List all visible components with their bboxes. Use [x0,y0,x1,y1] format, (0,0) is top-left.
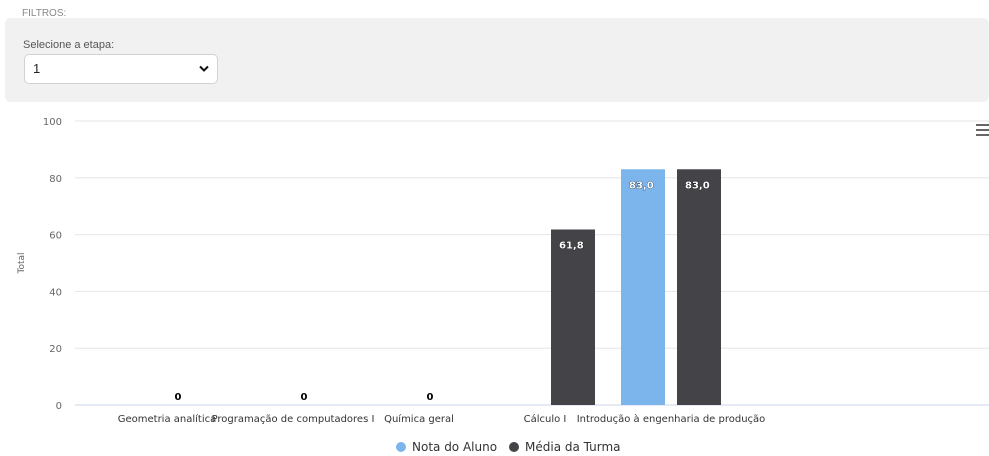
legend-marker [509,442,519,452]
bar-chart: 0 20 40 60 80 100 Total Geometria analíticaProg… [17,117,989,425]
x-tick-label: Introdução à engenharia de produção [577,413,766,425]
data-label: 83,0 [685,180,710,191]
bar-class-3 [551,229,595,405]
x-tick-label: Química geral [384,413,454,425]
y-tick-label: 80 [49,174,62,185]
legend-label: Nota do Aluno [412,440,498,454]
y-tick-label: 100 [43,117,62,128]
chart-legend: Nota do Aluno Média da Turma [0,440,989,456]
y-tick-label: 0 [56,401,62,412]
legend-marker [396,442,406,452]
y-tick-label: 40 [49,287,62,298]
stage-select-value: 1 [33,61,41,76]
y-axis-title: Total [17,252,27,274]
data-label: 83,0 [629,180,654,191]
legend-label: Média da Turma [525,440,621,454]
chevron-down-icon [199,65,209,72]
x-tick-label: Geometria analítica [118,413,217,425]
filter-panel: Selecione a etapa: 1 [5,18,989,102]
bar-student-4 [621,169,665,405]
filters-title: FILTROS: [22,8,67,19]
data-label: 61,8 [559,240,584,251]
x-tick-label: Cálculo I [524,413,567,425]
data-label: 0 [175,392,182,403]
hamburger-menu-icon[interactable] [976,124,989,138]
bar-class-4 [677,169,721,405]
legend-item-series-0[interactable]: Nota do Aluno [396,440,497,454]
y-tick-label: 20 [49,344,62,355]
stage-select-label: Selecione a etapa: [23,39,115,51]
stage-select[interactable]: 1 [24,54,218,84]
x-tick-label: Programação de computadores I [212,414,375,425]
y-tick-label: 60 [49,231,62,242]
data-label: 0 [301,392,308,403]
legend-item-series-1[interactable]: Média da Turma [509,440,621,454]
data-label: 0 [427,392,434,403]
